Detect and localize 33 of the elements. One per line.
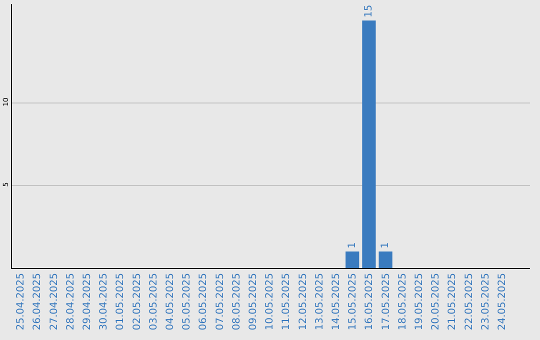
data-label: 15 bbox=[363, 4, 374, 18]
data-label: 1 bbox=[346, 242, 358, 248]
x-tick-label: 19.05.2025 bbox=[414, 273, 426, 330]
x-tick-label: 15.05.2025 bbox=[348, 273, 359, 330]
x-tick-label: 09.05.2025 bbox=[248, 273, 259, 330]
x-tick-label: 22.05.2025 bbox=[464, 273, 475, 330]
x-tick-label: 18.05.2025 bbox=[397, 273, 408, 330]
x-tick-label: 21.05.2025 bbox=[447, 273, 458, 330]
x-tick-label: 25.04.2025 bbox=[16, 273, 27, 330]
x-tick-label: 06.05.2025 bbox=[198, 273, 210, 330]
x-tick-label: 17.05.2025 bbox=[380, 273, 392, 330]
x-tick-label: 10.05.2025 bbox=[264, 273, 276, 330]
x-tick-label: 26.04.2025 bbox=[32, 273, 44, 330]
x-tick-label: 07.05.2025 bbox=[214, 273, 226, 330]
x-tick-label: 14.05.2025 bbox=[331, 273, 342, 330]
x-tick-label: 27.04.2025 bbox=[48, 273, 60, 330]
x-tick-label: 28.04.2025 bbox=[65, 273, 76, 330]
x-tick-label: 03.05.2025 bbox=[148, 273, 160, 330]
x-tick-label: 11.05.2025 bbox=[281, 273, 292, 330]
x-tick-label: 20.05.2025 bbox=[430, 273, 442, 330]
data-label: 1 bbox=[380, 242, 392, 248]
x-tick-label: 29.04.2025 bbox=[82, 273, 93, 330]
x-tick-label: 05.05.2025 bbox=[182, 273, 193, 330]
x-tick-label: 24.05.2025 bbox=[497, 273, 508, 330]
x-tick-label: 23.05.2025 bbox=[480, 273, 492, 330]
x-tick-label: 04.05.2025 bbox=[164, 273, 176, 330]
x-tick-label: 02.05.2025 bbox=[132, 273, 143, 330]
x-tick-label: 13.05.2025 bbox=[314, 273, 326, 330]
x-tick-label: 12.05.2025 bbox=[298, 273, 309, 330]
x-tick-label: 30.04.2025 bbox=[98, 273, 110, 330]
x-tick-label: 16.05.2025 bbox=[364, 273, 376, 330]
x-tick-label: 01.05.2025 bbox=[115, 273, 126, 330]
x-tick-label: 08.05.2025 bbox=[231, 273, 242, 330]
